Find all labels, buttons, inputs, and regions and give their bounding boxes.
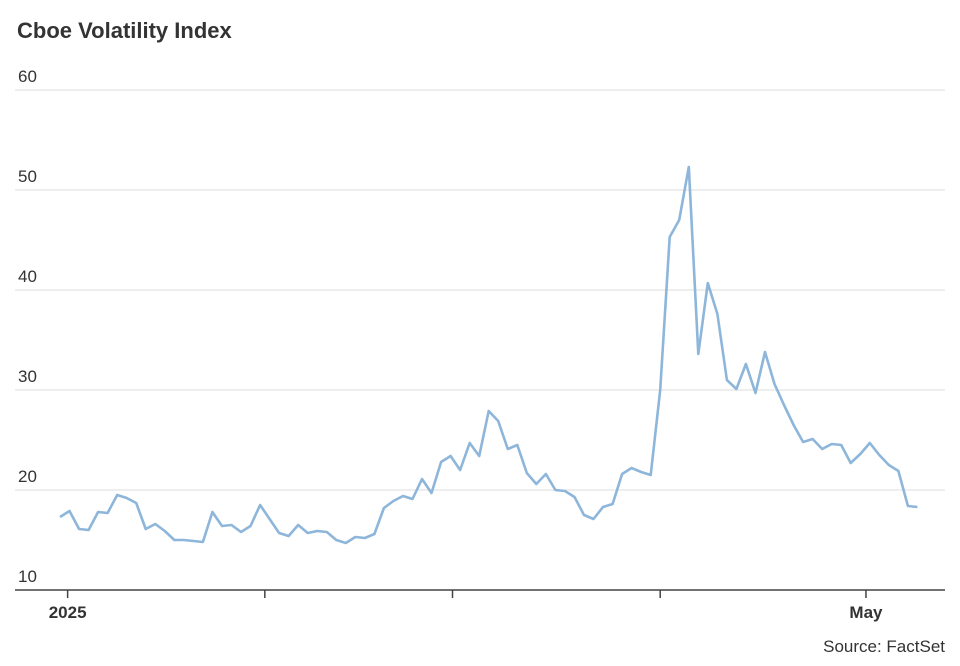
y-tick-label: 30 <box>18 367 37 386</box>
x-tick-label: 2025 <box>49 603 87 622</box>
x-tick-label: May <box>849 603 883 622</box>
chart-title: Cboe Volatility Index <box>17 18 233 43</box>
data-line <box>59 165 918 545</box>
y-tick-label: 20 <box>18 467 37 486</box>
y-tick-label: 10 <box>18 567 37 586</box>
y-tick-label: 50 <box>18 167 37 186</box>
y-tick-label: 40 <box>18 267 37 286</box>
y-tick-label: 60 <box>18 67 37 86</box>
source: Source: FactSet <box>823 637 945 656</box>
